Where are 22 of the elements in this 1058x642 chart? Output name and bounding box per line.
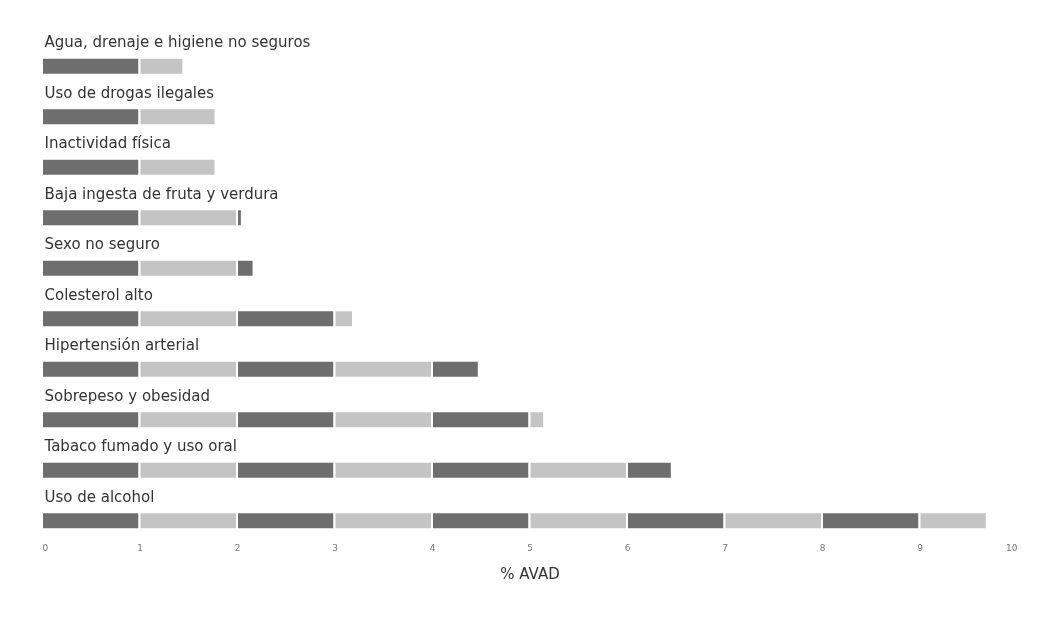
x-tick-label: 6 (624, 542, 631, 553)
x-tick-label: 8 (819, 542, 826, 553)
y-tick-label: Agua, drenaje e higiene no seguros (44, 33, 311, 52)
x-axis-title: % AVAD (500, 564, 560, 583)
x-tick-label: 2 (234, 542, 241, 553)
y-tick-label: Baja ingesta de fruta y verdura (44, 184, 279, 203)
x-tick-label: 9 (917, 542, 924, 553)
y-tick-label: Sexo no seguro (44, 235, 160, 254)
x-tick-label: 5 (527, 542, 533, 553)
x-tick-label: 4 (429, 542, 436, 553)
y-tick-label: Sobrepeso y obesidad (44, 386, 211, 405)
y-tick-label: Colesterol alto (44, 285, 153, 304)
y-tick-label: Tabaco fumado y uso oral (43, 437, 237, 456)
y-tick-label: Uso de drogas ilegales (44, 83, 215, 102)
y-tick-label: Uso de alcohol (44, 487, 155, 506)
x-tick-label: 1 (137, 542, 143, 553)
y-tick-label: Inactividad física (44, 134, 171, 153)
x-tick-label: 10 (1006, 542, 1018, 553)
y-tick-label: Hipertensión arterial (44, 336, 200, 355)
x-tick-label: 3 (332, 542, 338, 553)
x-tick-label: 7 (722, 542, 728, 553)
x-tick-label: 0 (42, 542, 49, 553)
